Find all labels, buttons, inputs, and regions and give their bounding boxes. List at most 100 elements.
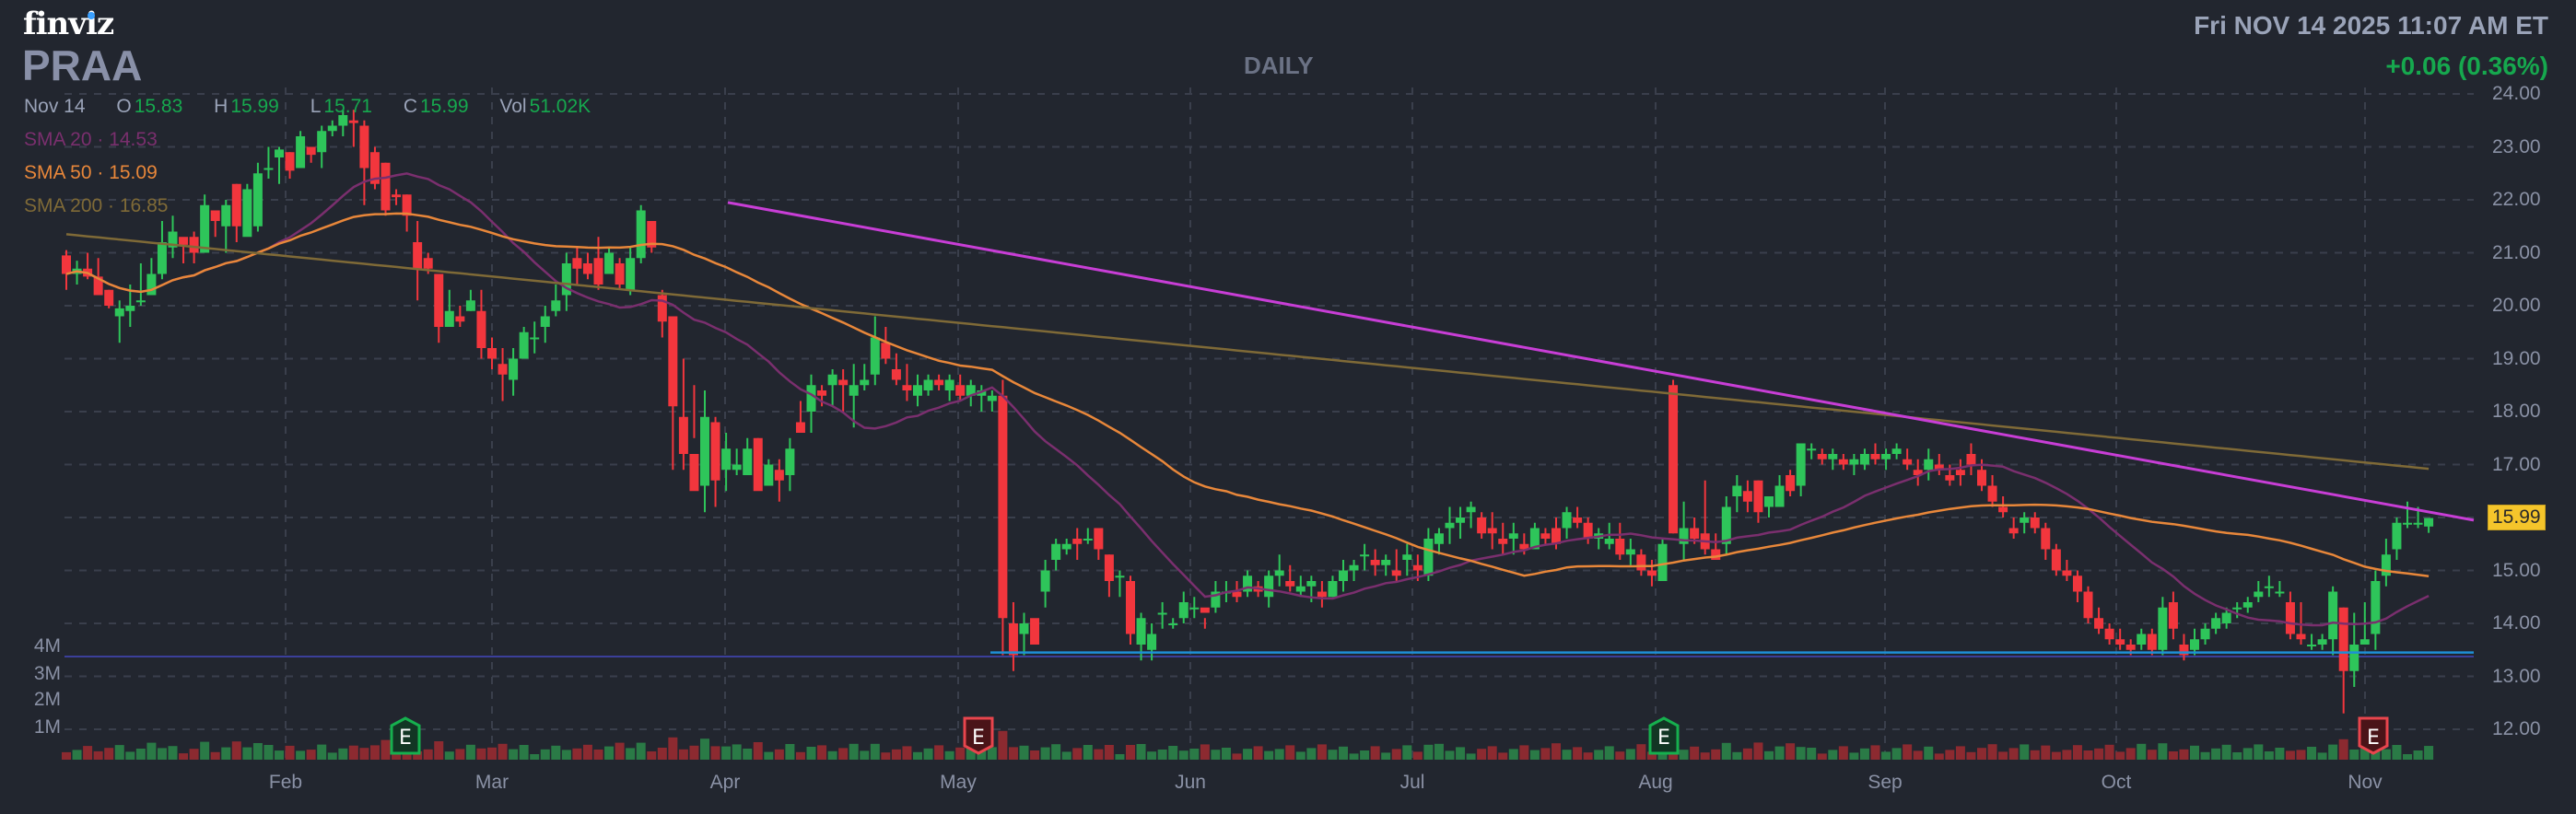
candle-body bbox=[252, 173, 263, 227]
volume-value: 51.02K bbox=[529, 96, 591, 117]
candle-body bbox=[179, 237, 189, 245]
volume-bar bbox=[1477, 749, 1487, 760]
candle-body bbox=[977, 390, 987, 396]
volume-axis-tick: 3M bbox=[33, 663, 61, 684]
volume-bar bbox=[1742, 748, 1752, 760]
candle-body bbox=[1807, 448, 1817, 451]
x-axis-tick: Mar bbox=[474, 772, 509, 793]
candle-body bbox=[1977, 470, 1986, 486]
volume-bar bbox=[1998, 751, 2008, 760]
volume-bar bbox=[1913, 750, 1923, 760]
x-axis-tick: Feb bbox=[268, 772, 303, 793]
svg-text:E: E bbox=[2367, 727, 2380, 750]
volume-bar bbox=[2349, 750, 2359, 760]
candle-body bbox=[402, 194, 412, 216]
candle-body bbox=[1913, 470, 1923, 475]
volume-bar bbox=[1753, 742, 1763, 760]
volume-bar bbox=[1519, 745, 1529, 760]
volume-axis-tick: 2M bbox=[33, 689, 61, 710]
y-axis-tick: 22.00 bbox=[2492, 189, 2541, 210]
svg-text:E: E bbox=[1657, 727, 1670, 750]
candle-body bbox=[1083, 539, 1093, 541]
volume-bar bbox=[359, 748, 369, 760]
candle-body bbox=[626, 258, 636, 290]
volume-bar bbox=[1094, 749, 1104, 760]
volume-bar bbox=[2403, 754, 2412, 760]
volume-bar bbox=[114, 745, 124, 760]
candle-body bbox=[1040, 570, 1050, 592]
volume-bar bbox=[1040, 747, 1050, 760]
volume-bar bbox=[1934, 753, 1944, 760]
candle-body bbox=[1966, 454, 1976, 465]
low-value: 15.71 bbox=[323, 96, 372, 117]
volume-bar bbox=[498, 743, 508, 760]
volume-bar bbox=[1796, 747, 1806, 760]
candle-body bbox=[700, 416, 709, 486]
earnings-marker-icon[interactable]: E bbox=[963, 716, 994, 755]
volume-bar bbox=[221, 747, 231, 760]
earnings-marker-icon[interactable]: E bbox=[2358, 716, 2389, 755]
sma-legend-item[interactable]: SMA 200 · 16.85 bbox=[24, 195, 169, 216]
volume-bar bbox=[263, 745, 274, 760]
candle-body bbox=[1945, 475, 1955, 481]
volume-bar bbox=[891, 749, 901, 760]
candle-body bbox=[221, 204, 231, 227]
candle-body bbox=[263, 168, 274, 170]
volume-bar bbox=[689, 745, 699, 760]
volume-bar bbox=[327, 752, 337, 760]
earnings-marker-icon[interactable]: E bbox=[390, 716, 421, 755]
volume-bar bbox=[465, 744, 475, 760]
x-axis-tick: Aug bbox=[1638, 772, 1673, 793]
volume-bar bbox=[2413, 750, 2423, 760]
y-axis-tick: 12.00 bbox=[2492, 718, 2541, 739]
volume-bar bbox=[2424, 746, 2434, 760]
volume-bar bbox=[1732, 751, 1742, 760]
candle-body bbox=[1508, 533, 1518, 539]
volume-bar bbox=[1295, 751, 1306, 760]
volume-bar bbox=[392, 750, 402, 760]
sma-legend-item[interactable]: SMA 50 · 15.09 bbox=[24, 162, 158, 183]
candle-body bbox=[1456, 517, 1466, 523]
volume-bar bbox=[1339, 746, 1348, 760]
volume-bar bbox=[1945, 750, 1955, 760]
candle-body bbox=[806, 385, 816, 412]
candle-body bbox=[860, 379, 870, 386]
volume-bar bbox=[179, 753, 189, 760]
candle-body bbox=[1445, 522, 1455, 529]
volume-bar bbox=[764, 751, 774, 760]
candle-body bbox=[1126, 581, 1135, 634]
volume-bar bbox=[2104, 744, 2114, 760]
candle-body bbox=[1391, 570, 1401, 576]
volume-bar bbox=[626, 748, 636, 760]
volume-bar bbox=[998, 730, 1008, 760]
candle-body bbox=[1891, 448, 1902, 454]
volume-bar bbox=[72, 750, 82, 760]
candle-body bbox=[934, 379, 944, 386]
volume-bar bbox=[604, 746, 615, 760]
volume-bar bbox=[615, 742, 625, 760]
volume-bar bbox=[593, 750, 603, 760]
volume-bar bbox=[1030, 750, 1040, 760]
volume-bar bbox=[2125, 748, 2136, 760]
volume-bar bbox=[785, 744, 795, 760]
earnings-marker-icon[interactable]: E bbox=[1648, 716, 1680, 755]
finviz-logo[interactable]: finviz bbox=[23, 6, 114, 42]
sma-legend-item[interactable]: SMA 20 · 14.53 bbox=[24, 129, 158, 150]
volume-bar bbox=[2211, 748, 2221, 760]
x-axis-tick: Oct bbox=[2101, 772, 2132, 793]
volume-bar bbox=[1019, 745, 1029, 760]
volume-bar bbox=[1764, 750, 1774, 760]
volume-bar bbox=[1466, 753, 1476, 760]
volume-bar bbox=[2392, 745, 2402, 760]
candle-body bbox=[1008, 623, 1018, 656]
volume-bar bbox=[2200, 751, 2210, 760]
volume-bar bbox=[1189, 749, 1200, 760]
candle-body bbox=[1646, 570, 1657, 576]
candle-body bbox=[913, 385, 922, 396]
candle-body bbox=[1562, 512, 1572, 529]
volume-bar bbox=[1721, 742, 1731, 760]
volume-bar bbox=[1540, 748, 1551, 760]
volume-bar bbox=[1285, 745, 1295, 760]
volume-bar bbox=[487, 747, 497, 760]
